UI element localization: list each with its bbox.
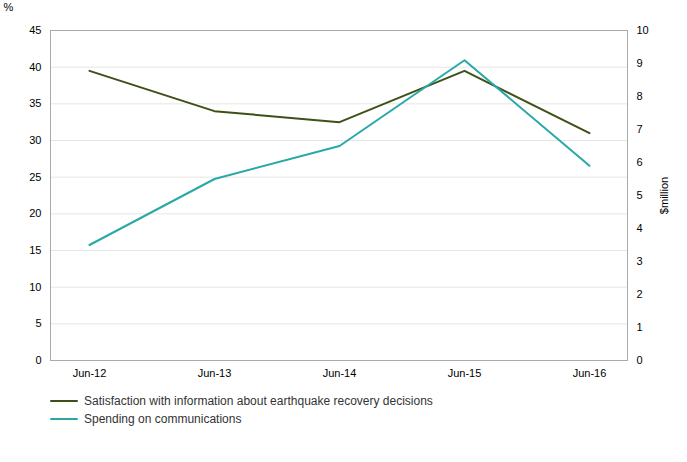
svg-text:Jun-14: Jun-14 [323, 367, 357, 379]
svg-text:Jun-16: Jun-16 [573, 367, 607, 379]
svg-text:40: 40 [29, 61, 41, 73]
svg-text:Jun-15: Jun-15 [448, 367, 482, 379]
svg-text:8: 8 [637, 90, 643, 102]
svg-text:10: 10 [637, 24, 649, 36]
svg-text:5: 5 [35, 317, 41, 329]
html-text:Satisfaction with information: Satisfaction with information about eart… [84, 394, 433, 408]
svg-text:0: 0 [637, 354, 643, 366]
svg-text:45: 45 [29, 24, 41, 36]
svg-text:9: 9 [637, 57, 643, 69]
svg-text:4: 4 [637, 222, 643, 234]
svg-text:$million: $million [658, 177, 670, 214]
svg-text:0: 0 [35, 354, 41, 366]
svg-text:30: 30 [29, 134, 41, 146]
svg-text:Jun-12: Jun-12 [73, 367, 107, 379]
svg-text:2: 2 [637, 288, 643, 300]
svg-text:%: % [4, 1, 14, 13]
svg-text:3: 3 [637, 255, 643, 267]
svg-text:1: 1 [637, 321, 643, 333]
svg-text:10: 10 [29, 281, 41, 293]
svg-text:35: 35 [29, 97, 41, 109]
svg-text:6: 6 [637, 156, 643, 168]
svg-text:5: 5 [637, 189, 643, 201]
svg-text:15: 15 [29, 244, 41, 256]
svg-text:Jun-13: Jun-13 [198, 367, 232, 379]
svg-text:7: 7 [637, 123, 643, 135]
svg-text:25: 25 [29, 171, 41, 183]
html-text:Spending on communications: Spending on communications [84, 412, 242, 426]
svg-text:20: 20 [29, 207, 41, 219]
